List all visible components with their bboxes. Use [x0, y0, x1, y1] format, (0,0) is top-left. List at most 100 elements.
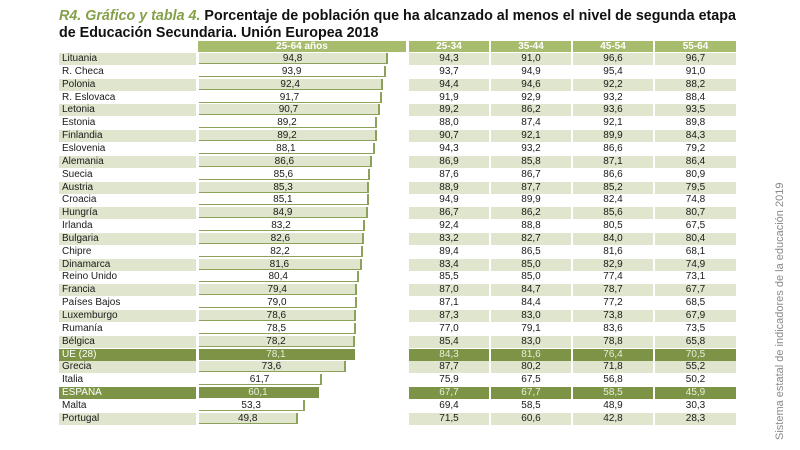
- bar: 88,1: [199, 142, 375, 154]
- table-cell: 77,0: [439, 322, 459, 334]
- table-cell: 84,4: [521, 297, 541, 309]
- table-cell: 89,9: [521, 194, 541, 206]
- table-cell: 94,6: [491, 78, 571, 91]
- bar: 78,2: [199, 335, 355, 347]
- table-cell: 88,4: [685, 91, 706, 103]
- table-cell: 87,1: [439, 297, 459, 309]
- table-cell: 67,7: [655, 284, 736, 297]
- bar-value-label: 82,2: [270, 245, 290, 257]
- bar-value-label: 73,6: [261, 361, 282, 373]
- bar: 90,7: [199, 104, 380, 116]
- bar: 49,8: [199, 412, 299, 424]
- table-cell: 88,0: [439, 117, 459, 129]
- bar: 86,6: [199, 155, 372, 167]
- bar-value-label: 79,0: [267, 297, 287, 309]
- table-cell: 89,2: [409, 104, 489, 117]
- table-row: Grecia 73,6 87,7 80,2 71,8 55,2: [59, 361, 736, 374]
- table-cell: 85,5: [439, 271, 459, 283]
- bar: 78,6: [199, 310, 356, 321]
- table-cell: 55,2: [655, 361, 736, 374]
- bar-value-label: 79,4: [267, 284, 287, 296]
- table-cell: 87,6: [439, 168, 459, 180]
- bar-value-label: 53,3: [241, 399, 261, 411]
- table-cell: 89,4: [439, 245, 459, 257]
- table-cell: 67,5: [685, 220, 706, 232]
- country-label: Portugal: [59, 412, 196, 425]
- table-cell: 92,4: [439, 220, 459, 232]
- table-cell: 87,0: [409, 284, 489, 297]
- country-label: Bulgaria: [59, 232, 196, 245]
- bar-value-label: 90,7: [278, 104, 299, 116]
- bar-value-label: 92,4: [280, 78, 300, 90]
- country-label: Reino Unido: [62, 271, 118, 283]
- table-cell: 73,1: [685, 271, 706, 283]
- table-cell: 58,5: [573, 387, 653, 400]
- bar: 80,4: [199, 271, 360, 283]
- table-cell: 94,4: [409, 78, 489, 91]
- table-cell: 74,8: [685, 194, 706, 206]
- bar: 53,3: [199, 399, 306, 411]
- table-row: Dinamarca 81,6 83,4 85,0 82,9 74,9: [59, 258, 736, 271]
- title-text: Porcentaje de población que ha alcanzado…: [59, 8, 736, 41]
- table-header-col-3: 55-64: [655, 41, 736, 52]
- country-label: UE (28): [59, 348, 196, 361]
- table-cell: 74,9: [655, 258, 736, 271]
- title-lead: R4. Gráfico y tabla 4.: [59, 8, 201, 24]
- table-row: Alemania 86,6 86,9 85,8 87,1 86,4: [59, 155, 736, 168]
- country-label: R. Eslovaca: [62, 91, 116, 103]
- bar-value-label: 85,3: [273, 181, 293, 193]
- bar-value-label: 80,4: [268, 271, 288, 283]
- bar-value-label: 83,2: [271, 220, 291, 232]
- country-label: R. Checa: [62, 65, 104, 77]
- table-cell: 78,8: [573, 335, 653, 348]
- table-cell: 86,6: [603, 142, 623, 154]
- table-cell: 86,5: [521, 245, 541, 257]
- table-cell: 68,5: [685, 297, 706, 309]
- bar-value-label: 78,5: [266, 322, 287, 334]
- bar: 79,4: [199, 284, 358, 296]
- country-label: Estonia: [62, 117, 96, 129]
- table-cell: 86,7: [409, 207, 489, 220]
- table-cell: 85,6: [573, 207, 653, 220]
- table-cell: 96,6: [573, 53, 653, 65]
- country-label: Bélgica: [59, 335, 196, 348]
- table-row: R. Checa 93,9 93,7 94,9 95,4 91,0: [59, 65, 736, 78]
- table-cell: 80,5: [603, 220, 623, 232]
- table-cell: 86,4: [655, 155, 736, 168]
- bar: 61,7: [199, 374, 323, 386]
- table-row: Bulgaria 82,6 83,2 82,7 84,0 80,4: [59, 232, 736, 245]
- bar-value-label: 60,1: [248, 387, 268, 399]
- bar: 83,2: [199, 220, 365, 232]
- country-label: ESPAÑA: [59, 387, 196, 400]
- table-cell: 80,2: [491, 361, 571, 374]
- table-cell: 67,5: [521, 374, 541, 386]
- bar-value-label: 89,2: [277, 117, 297, 129]
- table-row: Lituania 94,8 94,3 91,0 96,6 96,7: [59, 53, 736, 65]
- table-cell: 69,4: [439, 399, 459, 411]
- country-label: Grecia: [59, 361, 196, 374]
- bar: 82,2: [199, 245, 363, 257]
- table-cell: 94,3: [439, 142, 459, 154]
- table-row: Italia 61,7 75,9 67,5 56,8 50,2: [59, 374, 736, 386]
- bar-value-label: 82,6: [270, 232, 291, 244]
- table-cell: 92,1: [491, 130, 571, 143]
- bar-value-label: 85,6: [273, 168, 294, 180]
- table-cell: 79,1: [521, 322, 541, 334]
- country-label: Austria: [59, 181, 196, 194]
- table-row: Bélgica 78,2 85,4 83,0 78,8 65,8: [59, 335, 736, 348]
- table-cell: 96,7: [655, 53, 736, 65]
- country-label: Dinamarca: [59, 258, 196, 271]
- table-cell: 75,9: [439, 374, 459, 386]
- table-row: Chipre 82,2 89,4 86,5 81,6 68,1: [59, 245, 736, 258]
- country-label: Hungría: [59, 207, 196, 220]
- country-label: Francia: [59, 284, 196, 297]
- country-label: Luxemburgo: [59, 310, 196, 322]
- table-row: Países Bajos 79,0 87,1 84,4 77,2 68,5: [59, 297, 736, 309]
- table-cell: 86,2: [491, 207, 571, 220]
- bar: 81,6: [199, 258, 362, 270]
- country-label: Chipre: [62, 245, 92, 257]
- table-row: Suecia 85,6 87,6 86,7 86,6 80,9: [59, 168, 736, 181]
- table-cell: 67,7: [409, 387, 489, 400]
- table-cell: 80,9: [685, 168, 706, 180]
- table-row: Irlanda 83,2 92,4 88,8 80,5 67,5: [59, 220, 736, 232]
